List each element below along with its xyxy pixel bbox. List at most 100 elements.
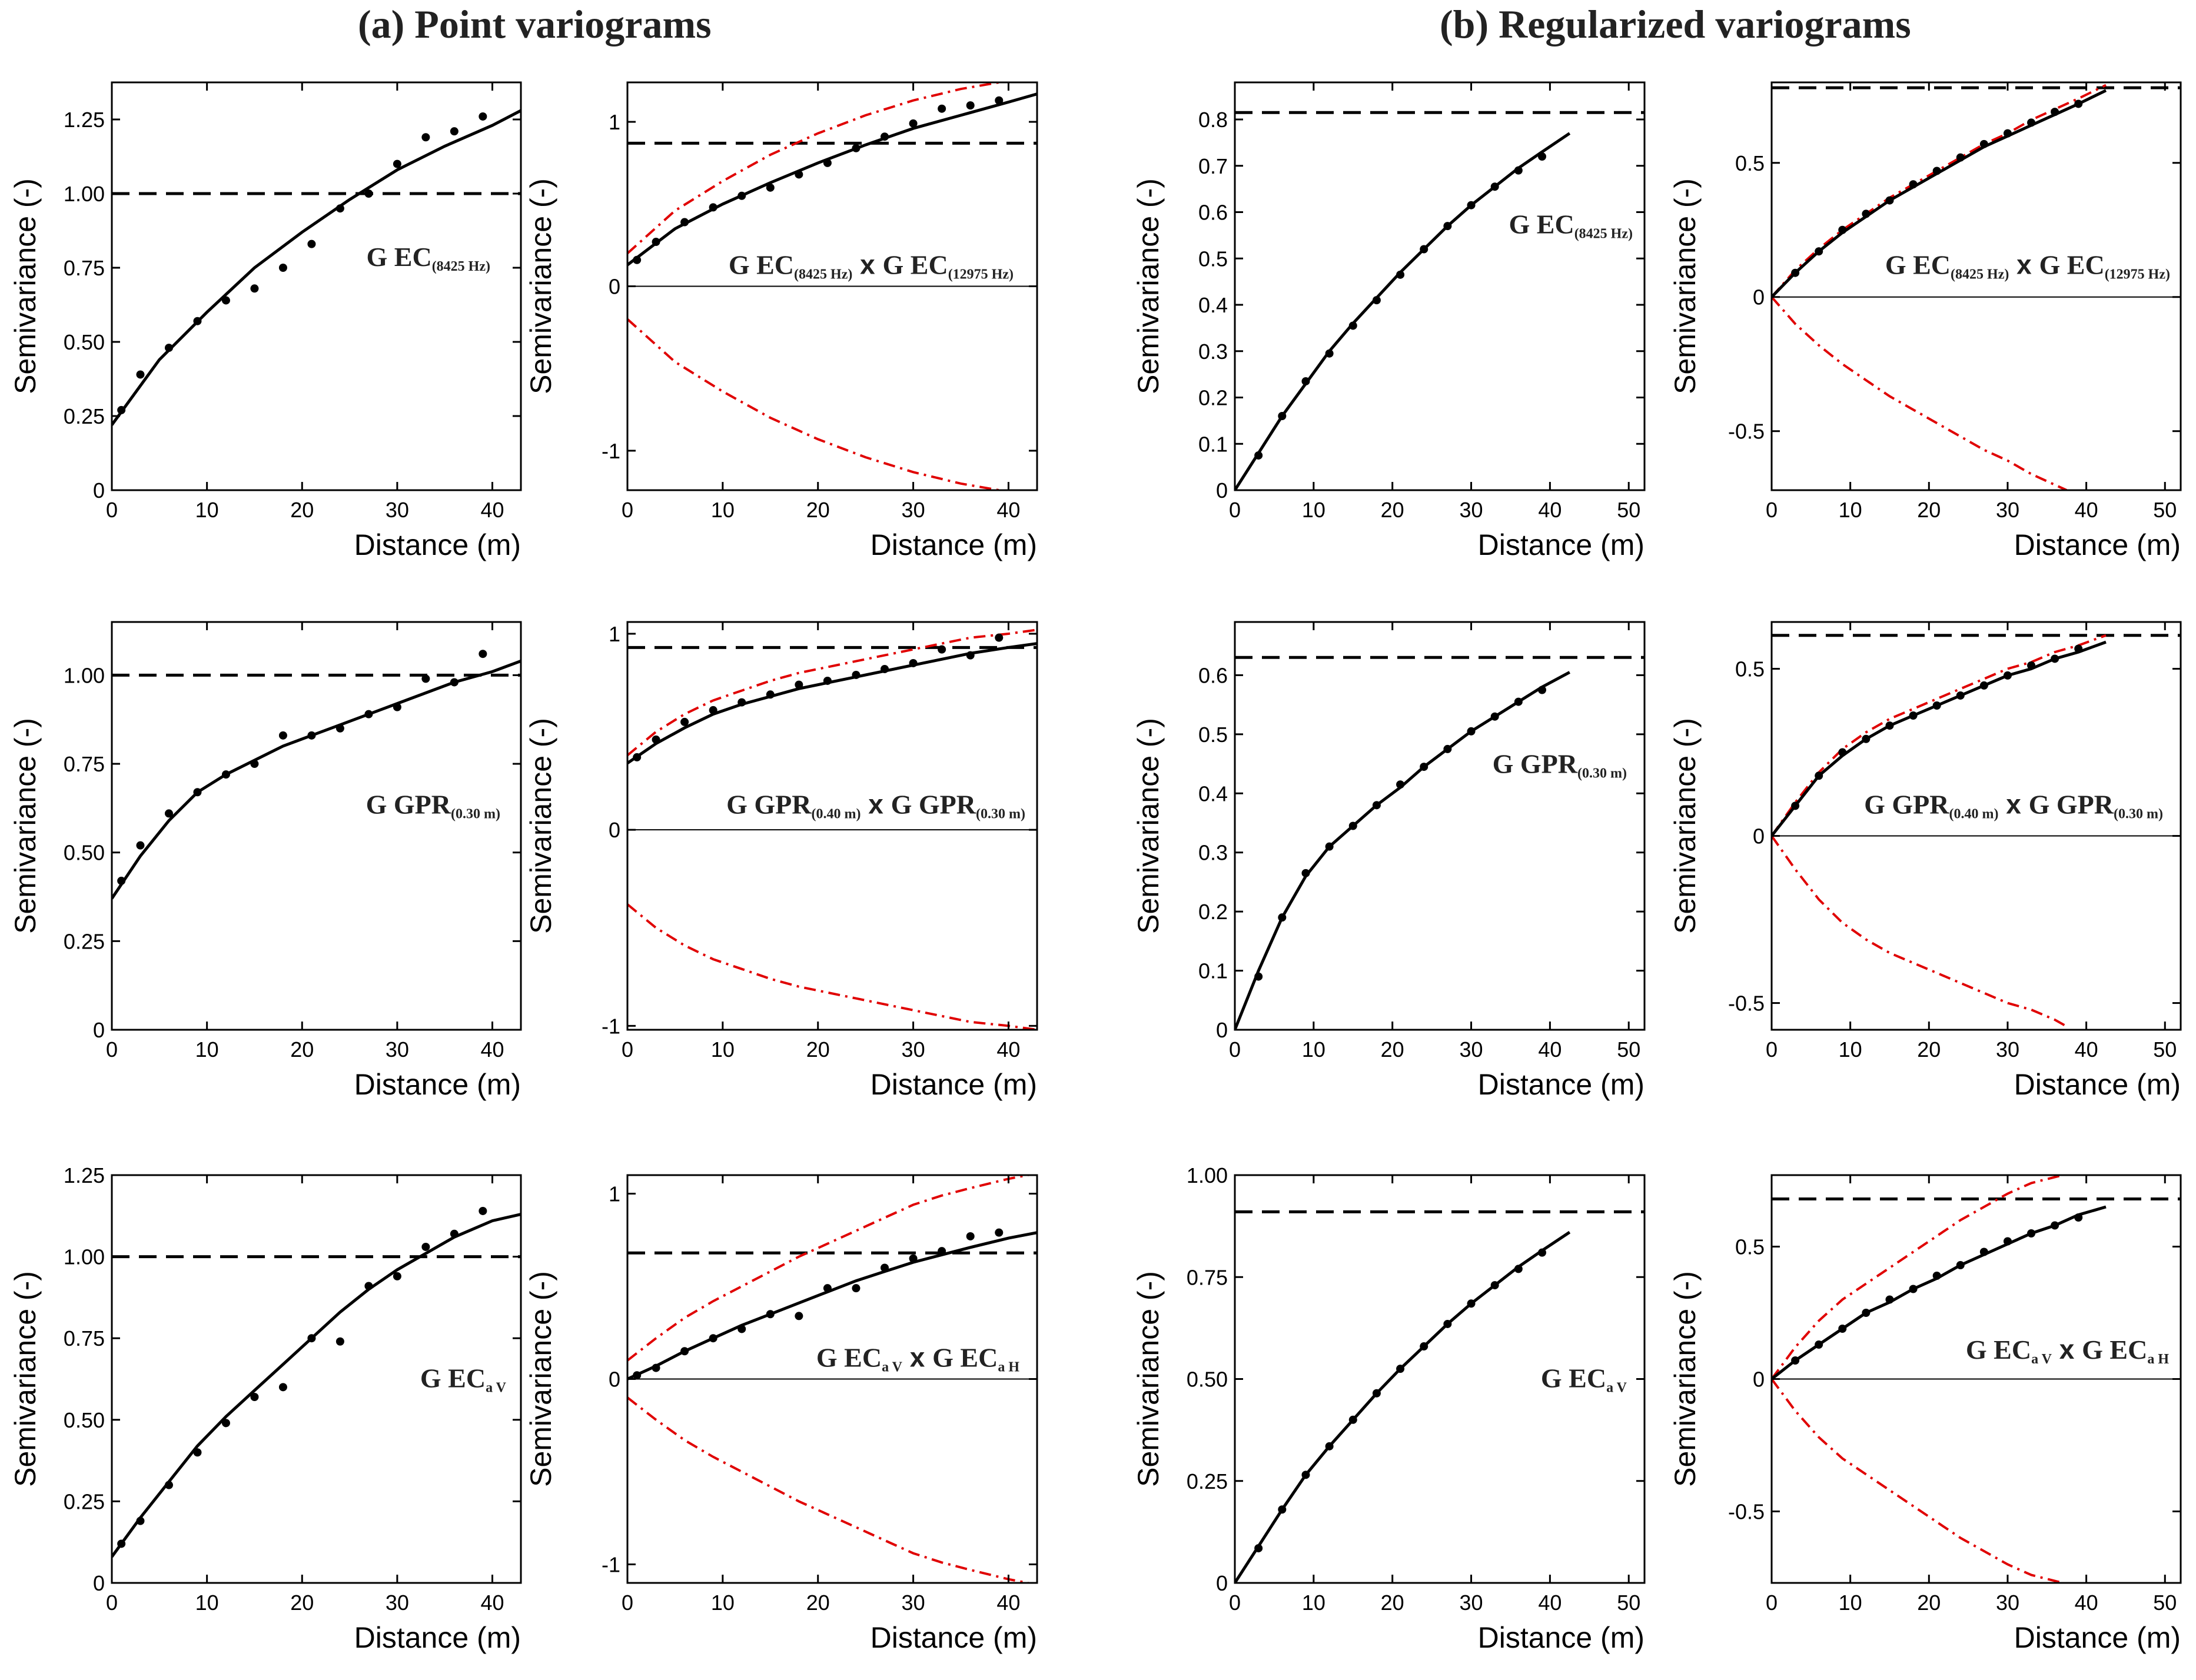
data-point — [1420, 763, 1428, 771]
panel-plot-area — [1235, 1210, 1644, 1583]
data-point — [307, 731, 316, 740]
panel-a5: 0 10 20 30 40 0 0.25 0.50 0.75 1.00 1.25 Distance (… — [9, 1163, 522, 1654]
data-point — [995, 633, 1004, 642]
y-tick-label: 0.2 — [1198, 386, 1228, 410]
y-tick-label: 0.5 — [1198, 247, 1228, 271]
series-label: G EC(8425 Hz) x G EC(12975 Hz) — [729, 249, 1014, 282]
x-tick-label: 0 — [1229, 1037, 1241, 1062]
x-tick-label: 40 — [996, 1037, 1020, 1062]
x-tick-label: 0 — [1229, 1591, 1241, 1615]
y-tick-label: 0.8 — [1198, 108, 1228, 132]
envelope-upper-line — [627, 1175, 1034, 1362]
data-point — [1932, 167, 1941, 175]
data-point — [1791, 268, 1800, 277]
x-tick-label: 50 — [2153, 498, 2177, 522]
data-point — [1909, 711, 1918, 720]
x-tick-label: 10 — [195, 498, 219, 522]
y-tick-label: 0.50 — [64, 1408, 105, 1432]
model-line — [112, 109, 521, 426]
data-point — [881, 1263, 889, 1272]
data-point — [250, 1392, 259, 1401]
x-tick-label: 20 — [806, 1591, 830, 1615]
data-point — [1979, 1247, 1988, 1256]
series-label: G EC(8425 Hz) — [367, 242, 491, 274]
data-point — [2051, 108, 2059, 117]
y-tick-label: -1 — [602, 1014, 620, 1038]
data-point — [2027, 661, 2036, 670]
x-axis-label: Distance (m) — [1478, 1621, 1644, 1654]
series-label-cross: x — [902, 1342, 932, 1373]
series-label-subscript: a V — [2031, 1352, 2052, 1367]
y-tick-label: 0.6 — [1198, 663, 1228, 687]
y-axis-label: Semivariance (-) — [1132, 718, 1165, 934]
data-point — [1956, 1261, 1965, 1269]
y-axis-label: Semivariance (-) — [1132, 1271, 1165, 1487]
data-point — [164, 1481, 173, 1489]
data-point — [1885, 721, 1894, 730]
series-label-subscript: a H — [998, 1360, 1019, 1375]
x-axis-label: Distance (m) — [1478, 528, 1644, 561]
y-tick-label: 0 — [1753, 1368, 1765, 1392]
data-point — [680, 218, 689, 227]
data-point — [1885, 1295, 1894, 1304]
y-tick-label: 0.3 — [1198, 340, 1228, 364]
series-label-text: G GPR — [726, 790, 812, 820]
data-point — [307, 239, 316, 248]
series-label-subscript: (8425 Hz) — [1951, 267, 2009, 282]
envelope-lower-line — [627, 903, 1037, 1030]
panel-plot-area — [1235, 656, 1644, 1030]
data-point — [1254, 1544, 1263, 1553]
y-tick-label: 0.7 — [1198, 154, 1228, 178]
data-point — [136, 1516, 145, 1525]
x-tick-label: 30 — [1996, 1037, 2019, 1062]
data-point — [421, 133, 430, 142]
series-label-text: G GPR — [366, 790, 451, 820]
y-tick-label: 0.5 — [1735, 151, 1765, 175]
data-point — [1815, 247, 1823, 256]
data-point — [136, 841, 145, 850]
y-tick-label: 0 — [609, 275, 620, 299]
y-tick-label: 0 — [609, 1368, 620, 1392]
data-point — [1862, 734, 1871, 743]
data-point — [393, 1272, 401, 1280]
y-tick-label: -1 — [602, 1553, 620, 1577]
x-tick-label: 30 — [386, 498, 409, 522]
data-point — [117, 1539, 126, 1548]
x-tick-label: 20 — [1381, 1591, 1404, 1615]
data-point — [966, 651, 975, 660]
data-point — [1979, 139, 1988, 148]
series-label-text: G EC — [932, 1343, 998, 1373]
x-axis-label: Distance (m) — [2014, 1068, 2181, 1101]
data-point — [2051, 1221, 2059, 1230]
series-label-subscript: (0.40 m) — [1949, 807, 1998, 822]
model-line — [112, 659, 521, 900]
series-label-text: G EC — [420, 1363, 486, 1393]
x-axis-label: Distance (m) — [871, 1621, 1037, 1654]
data-point — [1909, 180, 1918, 189]
data-point — [1909, 1285, 1918, 1293]
model-line — [627, 642, 1037, 764]
header-regularized-variograms: (b) Regularized variograms — [1440, 2, 1911, 46]
y-tick-label: 0.4 — [1198, 293, 1228, 317]
x-tick-label: 50 — [1617, 1591, 1640, 1615]
x-tick-label: 10 — [1302, 1591, 1325, 1615]
data-point — [795, 170, 803, 179]
data-point — [2027, 1229, 2036, 1237]
y-axis-label: Semivariance (-) — [524, 1271, 557, 1487]
panel-plot-area — [1772, 1175, 2181, 1583]
panel-plot-area — [1772, 84, 2181, 490]
x-tick-label: 50 — [2153, 1037, 2177, 1062]
x-tick-label: 20 — [290, 1037, 314, 1062]
data-point — [1254, 451, 1263, 460]
data-point — [966, 1232, 975, 1240]
y-tick-label: 0.75 — [64, 1326, 105, 1350]
data-point — [1932, 701, 1941, 710]
data-point — [278, 731, 287, 740]
x-tick-label: 20 — [806, 498, 830, 522]
data-point — [652, 735, 660, 744]
data-point — [2074, 99, 2083, 108]
series-label: G GPR(0.40 m) x G GPR(0.30 m) — [1864, 789, 2163, 822]
data-point — [766, 690, 775, 699]
series-label-subscript: a V — [486, 1380, 507, 1395]
